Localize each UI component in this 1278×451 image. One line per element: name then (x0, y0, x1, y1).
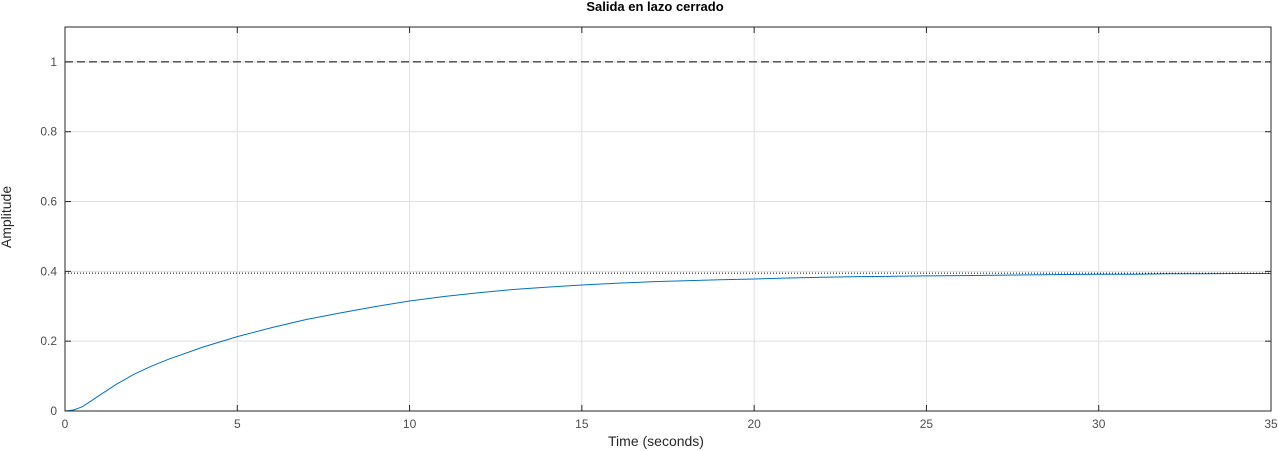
x-tick-label: 30 (1092, 417, 1106, 431)
y-tick-label: 0.4 (40, 264, 57, 278)
axes-box (64, 26, 1272, 412)
plot-area (65, 27, 1271, 411)
plot-series (64, 61, 1271, 412)
y-tick-label: 0.6 (40, 195, 57, 209)
y-tick-label: 0.8 (40, 125, 57, 139)
y-axis-label: Amplitude (0, 186, 14, 248)
response-curve (64, 273, 1271, 412)
x-tick-label: 10 (403, 417, 417, 431)
x-tick-label: 20 (747, 417, 761, 431)
x-tick-label: 35 (1264, 417, 1278, 431)
y-tick-label: 1 (50, 55, 57, 69)
x-tick-label: 15 (575, 417, 589, 431)
axes (64, 26, 1272, 412)
chart-title: Salida en lazo cerrado (586, 0, 723, 14)
y-tick-label: 0 (50, 404, 57, 418)
plot-background (65, 27, 1271, 411)
y-tick-label: 0.2 (40, 334, 57, 348)
tick-labels: 0 5 10 15 20 25 30 35 0 0.2 0.4 0.6 0.8 1 (40, 55, 1278, 431)
x-tick-label: 5 (234, 417, 241, 431)
x-tick-label: 25 (920, 417, 934, 431)
x-axis-label: Time (seconds) (608, 433, 704, 449)
x-tick-label: 0 (62, 417, 69, 431)
